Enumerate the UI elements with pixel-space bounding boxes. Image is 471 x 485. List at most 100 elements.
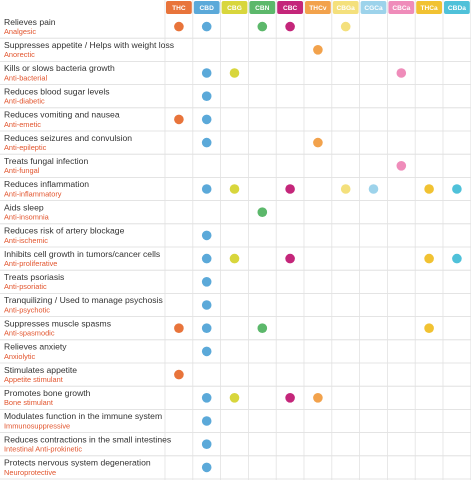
- column-header-label: CGCa: [364, 5, 383, 12]
- term: Neuroprotective: [4, 468, 56, 477]
- effect: Aids sleep: [4, 202, 44, 212]
- dot: [229, 253, 240, 264]
- effect: Treats fungal infection: [4, 156, 88, 166]
- term: Anti-emetic: [4, 120, 41, 129]
- dot: [257, 207, 268, 217]
- dot: [201, 393, 212, 403]
- dot: [201, 21, 212, 32]
- column-header-label: THCv: [309, 5, 327, 12]
- dot: [229, 68, 240, 78]
- column-header: [416, 1, 442, 14]
- effect: Reduces seizures and convulsion: [4, 133, 132, 143]
- dot: [285, 253, 295, 264]
- dot: [285, 184, 295, 194]
- column-header-label: THC: [172, 5, 186, 12]
- dot: [201, 462, 212, 473]
- effect: Treats psoriasis: [4, 272, 64, 282]
- effect: Inhibits cell growth in tumors/cancer ce…: [4, 249, 160, 259]
- term: Anti-proliferative: [4, 259, 57, 268]
- dot: [313, 45, 323, 55]
- dot: [313, 137, 323, 148]
- dot: [340, 21, 351, 32]
- column-header: [193, 1, 220, 14]
- column-header-label: CBCa: [392, 5, 410, 12]
- column-header-label: CBDa: [448, 5, 466, 12]
- effect: Kills or slows bacteria growth: [4, 63, 115, 73]
- dot: [229, 393, 240, 403]
- term: Appetite stimulant: [4, 375, 63, 384]
- dot: [424, 184, 434, 194]
- column-header: [277, 1, 303, 14]
- dot: [201, 253, 212, 264]
- column-header: [332, 1, 359, 14]
- dot: [201, 137, 212, 148]
- dot: [257, 21, 268, 32]
- term: Anti-insomnia: [4, 213, 50, 222]
- column-header-label: CBC: [283, 5, 298, 12]
- effect: Relieves pain: [4, 17, 56, 27]
- term: Anti-diabetic: [4, 97, 45, 106]
- dot: [201, 346, 212, 357]
- term: Anti-psychotic: [4, 305, 50, 314]
- term: Bone stimulant: [4, 398, 53, 407]
- column-header-label: THCa: [420, 5, 438, 12]
- term: Anti-inflammatory: [4, 189, 62, 198]
- term: Immunosuppressive: [4, 421, 70, 430]
- effect: Reduces risk of artery blockage: [4, 226, 125, 236]
- dot: [201, 300, 212, 310]
- effect: Tranquilizing / Used to manage psychosis: [4, 295, 163, 305]
- dot: [201, 184, 212, 194]
- column-header: [360, 1, 387, 14]
- dot: [174, 369, 184, 380]
- column-header: [388, 1, 415, 14]
- term: Anxiolytic: [4, 352, 36, 361]
- dot: [452, 253, 462, 264]
- dot: [201, 277, 212, 287]
- effect: Reduces vomiting and nausea: [4, 110, 120, 120]
- effect: Suppresses appetite / Helps with weight …: [4, 40, 174, 50]
- effect: Promotes bone growth: [4, 388, 91, 398]
- dot: [174, 114, 184, 125]
- column-header-label: CBG: [227, 5, 242, 12]
- effect: Suppresses muscle spasms: [4, 318, 111, 328]
- dot: [257, 323, 268, 334]
- dot: [285, 21, 295, 32]
- dot: [201, 323, 212, 334]
- column-header: [444, 1, 470, 14]
- dot: [340, 184, 351, 194]
- term: Anti-ischemic: [4, 236, 48, 245]
- column-header: [221, 1, 248, 14]
- column-header: [305, 1, 331, 14]
- dot: [201, 416, 212, 426]
- dot: [174, 21, 184, 32]
- dot: [174, 323, 184, 334]
- term: Anti-epileptic: [4, 143, 47, 152]
- dot: [368, 184, 379, 194]
- dot: [201, 68, 212, 78]
- dot: [313, 393, 323, 403]
- dot: [201, 439, 212, 450]
- column-header-label: CBN: [255, 5, 270, 12]
- dot: [229, 184, 240, 194]
- term: Intestinal Anti-prokinetic: [4, 445, 82, 454]
- effect: Stimulates appetite: [4, 365, 77, 375]
- term: Anti-fungal: [4, 166, 40, 175]
- effect: Protects nervous system degeneration: [4, 458, 151, 468]
- term: Anti-bacterial: [4, 73, 47, 82]
- term: Anti-psoriatic: [4, 282, 47, 291]
- term: Analgesic: [4, 27, 36, 36]
- dot: [285, 393, 295, 403]
- column-header: [166, 1, 192, 14]
- effect: Reduces contractions in the small intest…: [4, 434, 171, 444]
- column-header-label: CBGa: [337, 5, 356, 12]
- dot: [424, 253, 434, 264]
- dot: [396, 161, 407, 171]
- effect: Relieves anxiety: [4, 342, 67, 352]
- effect: Reduces inflammation: [4, 179, 89, 189]
- dot: [452, 184, 462, 194]
- effect: Modulates function in the immune system: [4, 411, 162, 421]
- dot: [201, 230, 212, 241]
- column-header: [249, 1, 276, 14]
